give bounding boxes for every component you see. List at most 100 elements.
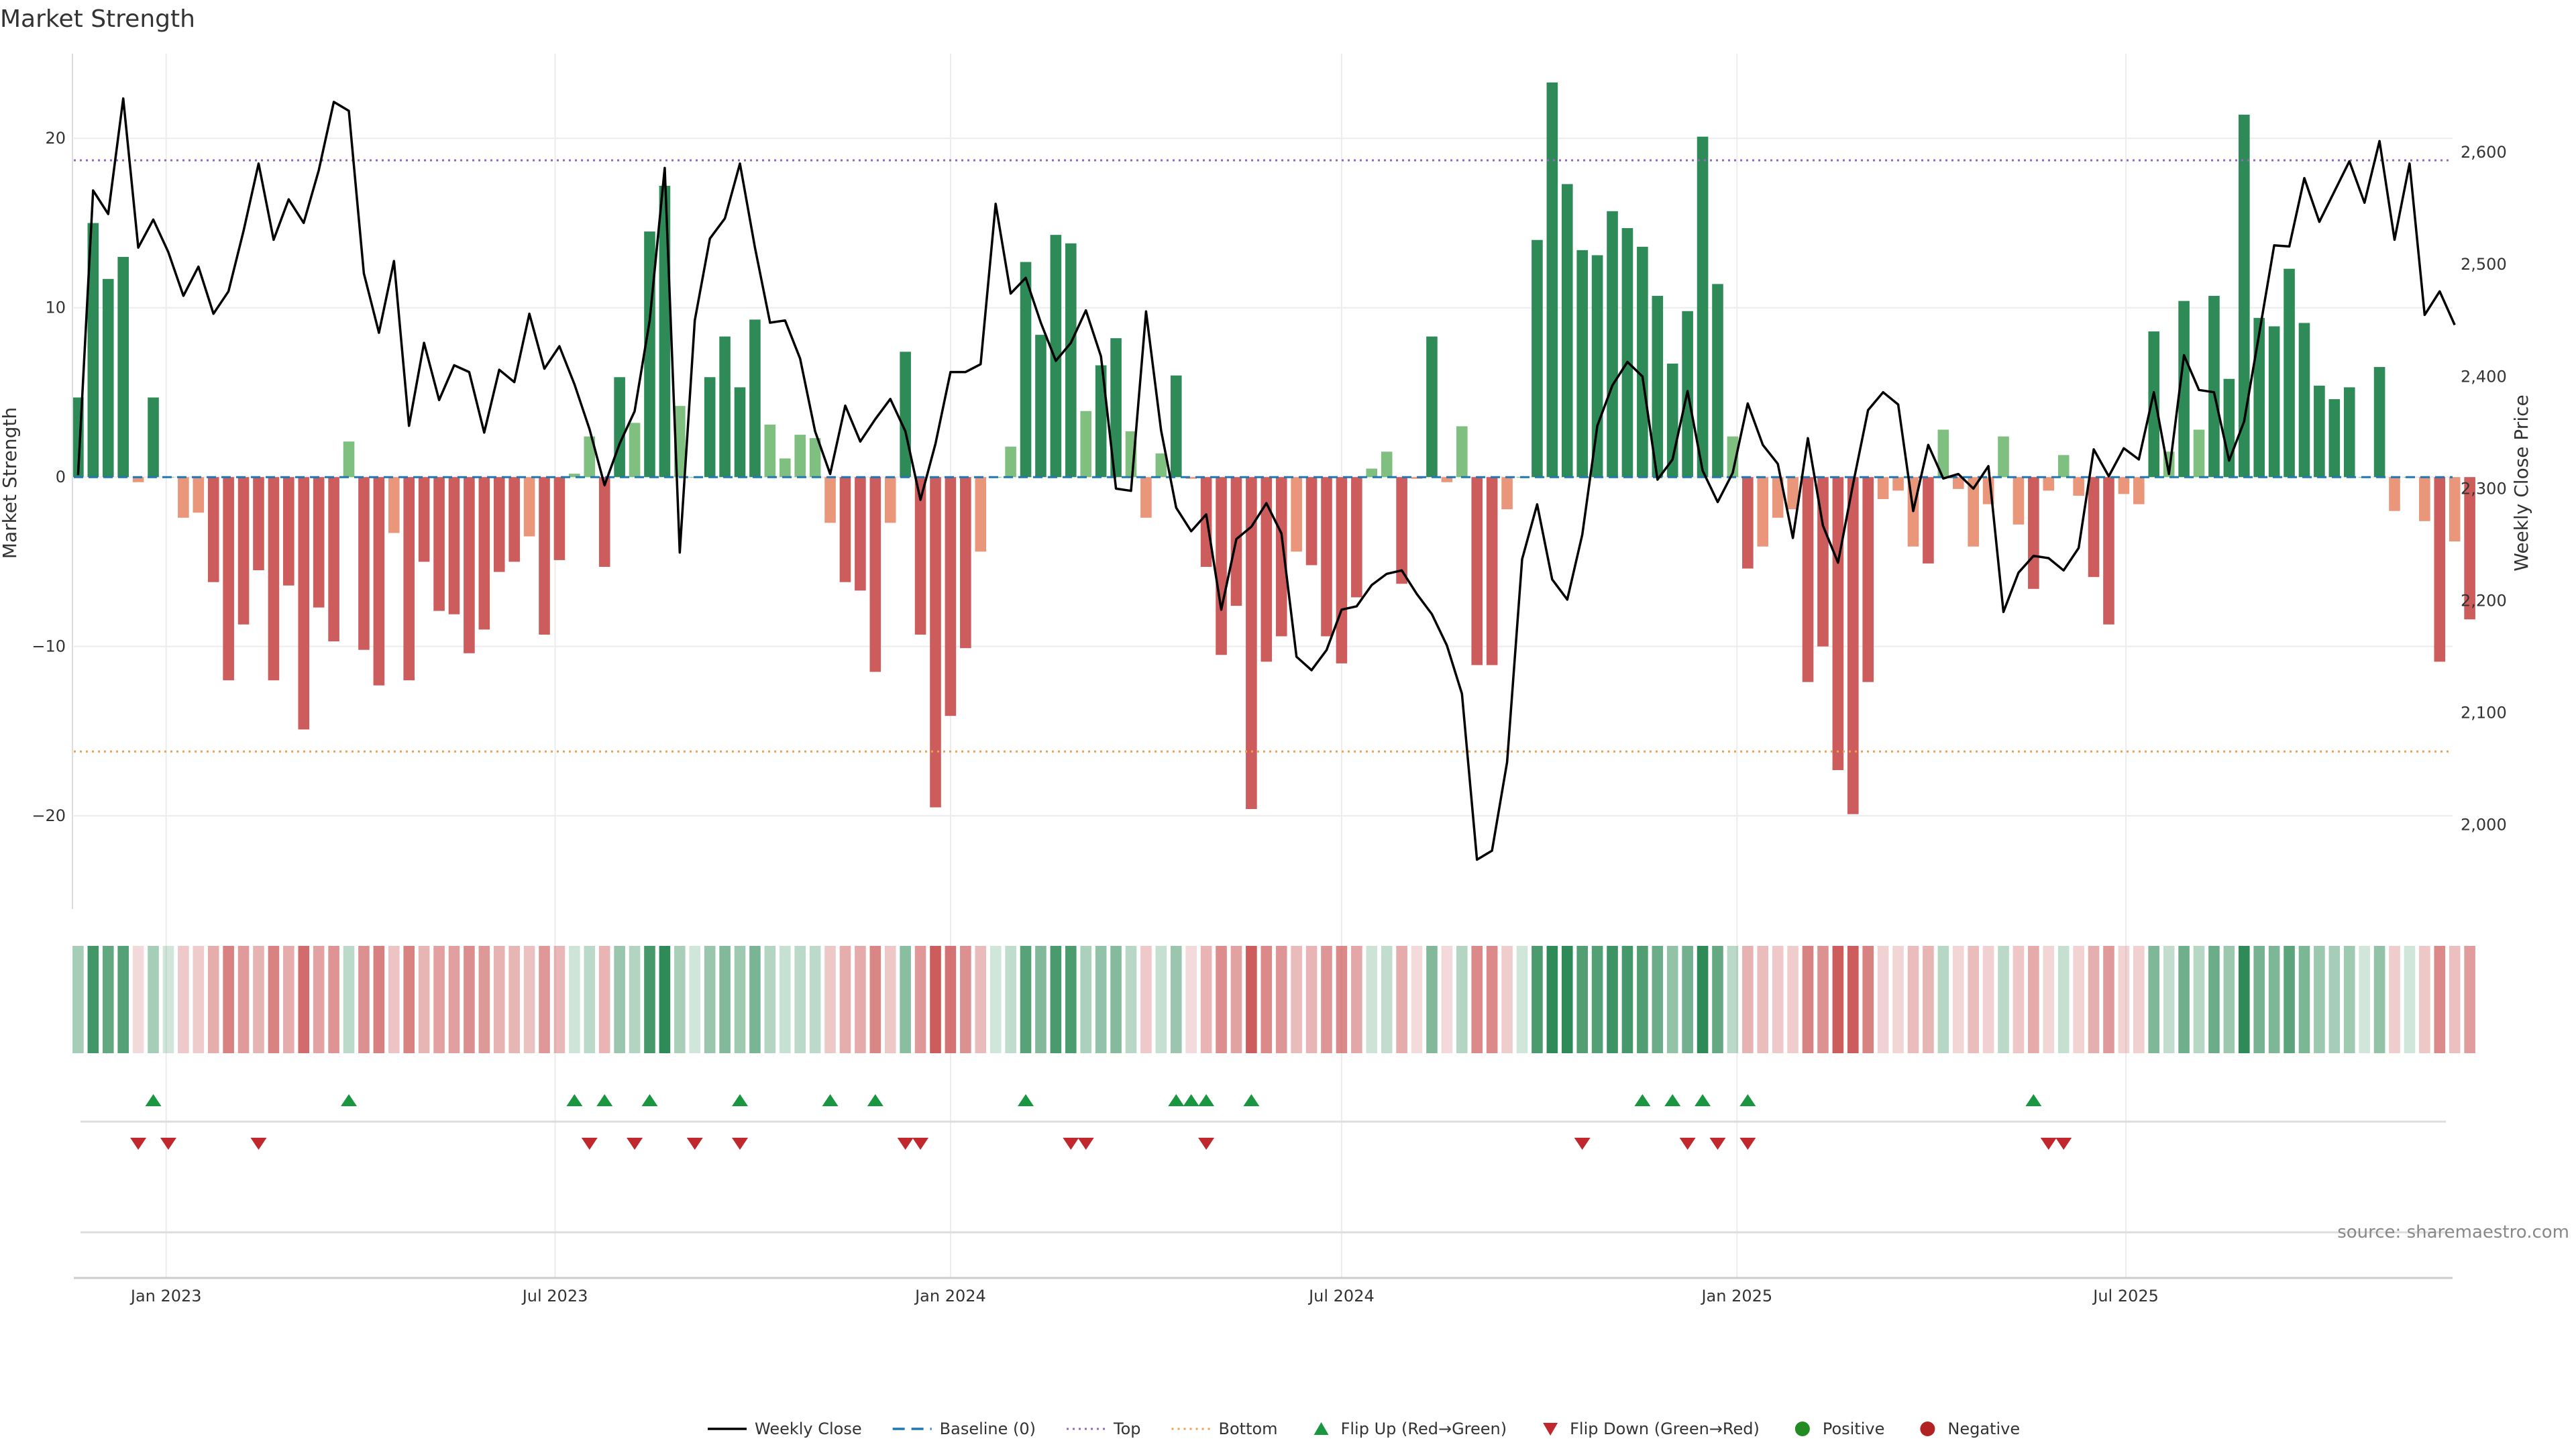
heat-cell xyxy=(2328,946,2341,1053)
strength-bar xyxy=(2268,326,2280,478)
strength-bar xyxy=(1607,211,1618,478)
flip-up-marker xyxy=(1018,1094,1034,1106)
grid xyxy=(74,54,2453,1278)
heat-cell xyxy=(373,946,385,1053)
heat-cell xyxy=(1321,946,1332,1053)
heat-cell xyxy=(1982,946,1994,1053)
strength-bar xyxy=(2238,114,2250,478)
strength-bar xyxy=(448,477,460,614)
heat-cell xyxy=(975,946,987,1053)
strength-bar xyxy=(87,223,99,478)
heat-cell xyxy=(523,946,535,1053)
strength-bar xyxy=(1020,262,1032,478)
heat-cell xyxy=(1260,946,1273,1053)
heat-cell xyxy=(1095,946,1107,1053)
heat-cell xyxy=(734,946,746,1053)
strength-bar xyxy=(1246,477,1257,810)
heat-cell xyxy=(464,946,475,1053)
strength-bar xyxy=(373,477,385,686)
heat-cell xyxy=(1216,946,1227,1053)
strength-bar xyxy=(2328,399,2341,478)
flip-down-marker xyxy=(130,1138,147,1150)
flip-down-marker xyxy=(1574,1138,1591,1150)
heat-cell xyxy=(779,946,791,1053)
reference-lines xyxy=(74,159,2453,753)
legend-item: Negative xyxy=(1920,1419,2020,1438)
strength-bar xyxy=(1923,477,1934,564)
legend-label: Weekly Close xyxy=(755,1419,862,1438)
heat-cell xyxy=(659,946,671,1053)
heat-cell xyxy=(2404,946,2416,1053)
flip-up-marker xyxy=(1695,1094,1711,1106)
strength-bar xyxy=(1832,477,1844,770)
heat-cell xyxy=(237,946,250,1053)
strength-bar xyxy=(1426,336,1438,478)
heat-cell xyxy=(644,946,655,1053)
heat-cell xyxy=(884,946,896,1053)
strength-bar xyxy=(2464,477,2475,620)
flip-up-marker xyxy=(596,1094,613,1106)
strength-bar xyxy=(508,477,520,562)
flip-down-marker xyxy=(250,1138,267,1150)
strength-bar xyxy=(869,477,881,672)
strength-bar xyxy=(734,387,746,478)
strength-bar xyxy=(884,477,896,523)
strength-bar xyxy=(1727,436,1739,478)
strength-bar xyxy=(2389,477,2400,511)
flip-up-marker xyxy=(1183,1094,1199,1106)
heat-cell xyxy=(1907,946,1919,1053)
heat-cell xyxy=(1591,946,1603,1053)
heat-cell xyxy=(2449,946,2461,1053)
heat-cell xyxy=(2464,946,2475,1053)
strength-bar xyxy=(2043,477,2055,491)
heat-cell xyxy=(914,946,926,1053)
right-tick-label: 2,300 xyxy=(2461,479,2507,498)
legend-label: Baseline (0) xyxy=(940,1419,1036,1438)
heat-cell xyxy=(418,946,430,1053)
axes: 20 10 0 −10 −20 2,600 2,500 2,400 2,300 2,200 2,10… xyxy=(32,54,2507,1305)
heat-cell xyxy=(1441,946,1453,1053)
strength-bar xyxy=(2373,367,2385,478)
price-line xyxy=(76,97,2456,861)
strength-bar xyxy=(1110,338,1122,478)
flip-down-marker xyxy=(732,1138,749,1150)
strength-bar xyxy=(1802,477,1814,682)
strength-bar xyxy=(358,477,370,650)
flip-down-marker xyxy=(912,1138,929,1150)
left-tick-label: 10 xyxy=(45,299,66,317)
strength-bar xyxy=(2434,477,2446,662)
strength-bar xyxy=(1185,477,1197,479)
heat-cell xyxy=(268,946,280,1053)
heat-cell xyxy=(569,946,580,1053)
strength-bar xyxy=(1336,477,1348,663)
legend-item: Baseline (0) xyxy=(892,1419,1036,1438)
heat-cell xyxy=(1832,946,1844,1053)
heat-cell xyxy=(1937,946,1949,1053)
strength-bar xyxy=(1005,446,1016,478)
left-tick-label: 0 xyxy=(56,468,66,486)
strength-bar xyxy=(1712,284,1723,478)
heat-cell xyxy=(298,946,310,1053)
heat-cell xyxy=(358,946,370,1053)
strength-bar xyxy=(824,477,836,523)
flip-down-marker xyxy=(686,1138,703,1150)
heat-cell xyxy=(2314,946,2325,1053)
heat-cell xyxy=(2238,946,2250,1053)
heat-cell xyxy=(1682,946,1693,1053)
flip-down-marker xyxy=(2040,1138,2057,1150)
heat-cell xyxy=(869,946,881,1053)
strength-bar xyxy=(2057,455,2070,478)
strength-bar xyxy=(1968,477,1979,547)
heat-cell xyxy=(1110,946,1122,1053)
heat-cell xyxy=(388,946,400,1053)
strength-bar xyxy=(253,477,264,571)
strength-bar xyxy=(1652,296,1664,478)
heat-cell xyxy=(689,946,701,1053)
strength-bar xyxy=(2133,477,2145,504)
heat-cell xyxy=(989,946,1002,1053)
strength-bar xyxy=(1456,426,1468,478)
heat-cell xyxy=(719,946,731,1053)
x-tick-label: Jul 2025 xyxy=(2092,1287,2159,1305)
heat-cell xyxy=(2284,946,2295,1053)
